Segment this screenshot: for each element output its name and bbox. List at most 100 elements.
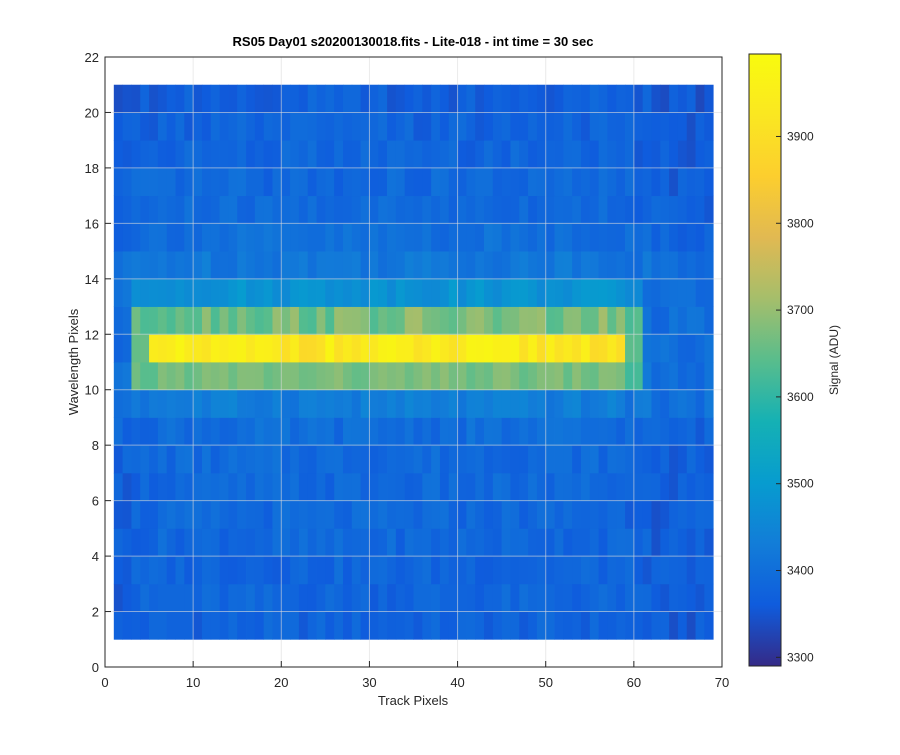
heatmap-cell: [131, 112, 141, 141]
heatmap-cell: [677, 195, 688, 224]
heatmap-cell: [704, 611, 714, 640]
heatmap-cell: [545, 362, 555, 391]
heatmap-cell: [510, 528, 520, 557]
heatmap-cell: [175, 611, 185, 640]
heatmap-cell: [246, 223, 256, 252]
heatmap-cell: [616, 251, 626, 280]
heatmap-cell: [651, 140, 661, 169]
heatmap-cell: [633, 445, 644, 474]
heatmap-cell: [589, 306, 599, 335]
heatmap-cell: [484, 306, 494, 335]
heatmap-cell: [572, 112, 582, 141]
heatmap-cell: [642, 611, 652, 640]
heatmap-cell: [316, 583, 326, 612]
heatmap-cell: [439, 528, 450, 557]
heatmap-cell: [404, 611, 414, 640]
plot-frame: [104, 56, 723, 668]
heatmap-cell: [298, 112, 309, 141]
heatmap-cell: [122, 306, 132, 335]
heatmap-cell: [201, 84, 212, 113]
heatmap-cell: [149, 251, 159, 280]
heatmap-cell: [166, 417, 176, 446]
heatmap-cell: [563, 583, 573, 612]
heatmap-cell: [113, 417, 124, 446]
heatmap-cell: [457, 389, 467, 418]
heatmap-cell: [290, 278, 300, 307]
heatmap-cell: [166, 223, 176, 252]
heatmap-cell: [607, 500, 617, 529]
heatmap-cell: [351, 140, 362, 169]
heatmap-cell: [431, 611, 441, 640]
heatmap-cell: [193, 417, 203, 446]
heatmap-cell: [510, 389, 520, 418]
heatmap-cell: [580, 528, 591, 557]
heatmap-cell: [589, 84, 599, 113]
heatmap-cell: [219, 556, 229, 585]
heatmap-cell: [492, 417, 503, 446]
heatmap-cell: [228, 500, 238, 529]
heatmap-cell: [669, 306, 679, 335]
heatmap-cell: [290, 528, 300, 557]
heatmap-cell: [554, 611, 564, 640]
heatmap-cell: [193, 167, 203, 197]
heatmap-cell: [263, 251, 273, 280]
heatmap-cell: [219, 140, 229, 169]
heatmap-cell: [695, 195, 705, 224]
heatmap-cell: [660, 417, 670, 446]
heatmap-cell: [475, 140, 485, 169]
y-tick-label: 10: [85, 383, 99, 398]
heatmap-cell: [237, 611, 247, 640]
heatmap-cell: [439, 362, 450, 391]
heatmap-cell: [369, 556, 379, 585]
heatmap-cell: [193, 278, 203, 307]
heatmap-cell: [501, 278, 511, 307]
heatmap-cell: [113, 445, 124, 474]
heatmap-cell: [219, 500, 229, 529]
heatmap-cell: [669, 389, 679, 418]
heatmap-cell: [448, 417, 458, 446]
heatmap-cell: [219, 306, 229, 335]
heatmap-cell: [219, 389, 229, 418]
heatmap-cell: [360, 278, 370, 307]
heatmap-cell: [395, 389, 406, 418]
heatmap-cell: [642, 389, 652, 418]
heatmap-cell: [651, 334, 661, 363]
heatmap-cell: [704, 528, 714, 557]
heatmap-cell: [510, 306, 520, 335]
heatmap-cell: [237, 362, 247, 391]
heatmap-cell: [686, 611, 696, 640]
heatmap-cell: [598, 140, 608, 169]
heatmap-cell: [501, 251, 511, 280]
heatmap-cell: [554, 528, 564, 557]
heatmap-cell: [580, 362, 591, 391]
heatmap-cell: [501, 417, 511, 446]
heatmap-cell: [695, 84, 705, 113]
heatmap-cell: [140, 389, 150, 418]
heatmap-cell: [404, 528, 414, 557]
heatmap-cell: [475, 500, 485, 529]
heatmap-cell: [131, 167, 141, 197]
heatmap-cell: [633, 195, 644, 224]
heatmap-cell: [316, 472, 326, 502]
heatmap-cell: [360, 500, 370, 529]
heatmap-cell: [607, 417, 617, 446]
heatmap-cell: [519, 167, 529, 197]
heatmap-cell: [307, 84, 317, 113]
heatmap-cell: [669, 84, 679, 113]
heatmap-cell: [413, 334, 423, 363]
heatmap-cell: [625, 334, 635, 363]
heatmap-cell: [448, 306, 458, 335]
heatmap-cell: [528, 583, 538, 612]
heatmap-cell: [342, 611, 353, 640]
heatmap-cell: [660, 472, 670, 502]
heatmap-cell: [475, 362, 485, 391]
heatmap-cell: [492, 251, 503, 280]
heatmap-cell: [677, 528, 688, 557]
heatmap-cell: [387, 223, 397, 252]
heatmap-cell: [448, 278, 458, 307]
heatmap-cell: [466, 84, 476, 113]
heatmap-cell: [572, 278, 582, 307]
heatmap-cell: [395, 334, 406, 363]
heatmap-cell: [272, 223, 282, 252]
heatmap-cell: [166, 167, 176, 197]
